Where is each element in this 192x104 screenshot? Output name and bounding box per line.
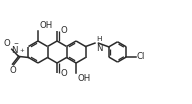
Text: O: O <box>9 66 16 75</box>
Text: OH: OH <box>77 74 90 83</box>
Text: O: O <box>3 39 10 48</box>
Text: −: − <box>13 40 18 45</box>
Text: N: N <box>96 44 103 53</box>
Text: O: O <box>60 26 67 35</box>
Text: H: H <box>96 36 101 42</box>
Text: OH: OH <box>39 21 52 30</box>
Text: +: + <box>19 48 24 53</box>
Text: N: N <box>11 46 18 55</box>
Text: O: O <box>60 69 67 78</box>
Text: Cl: Cl <box>137 53 145 61</box>
